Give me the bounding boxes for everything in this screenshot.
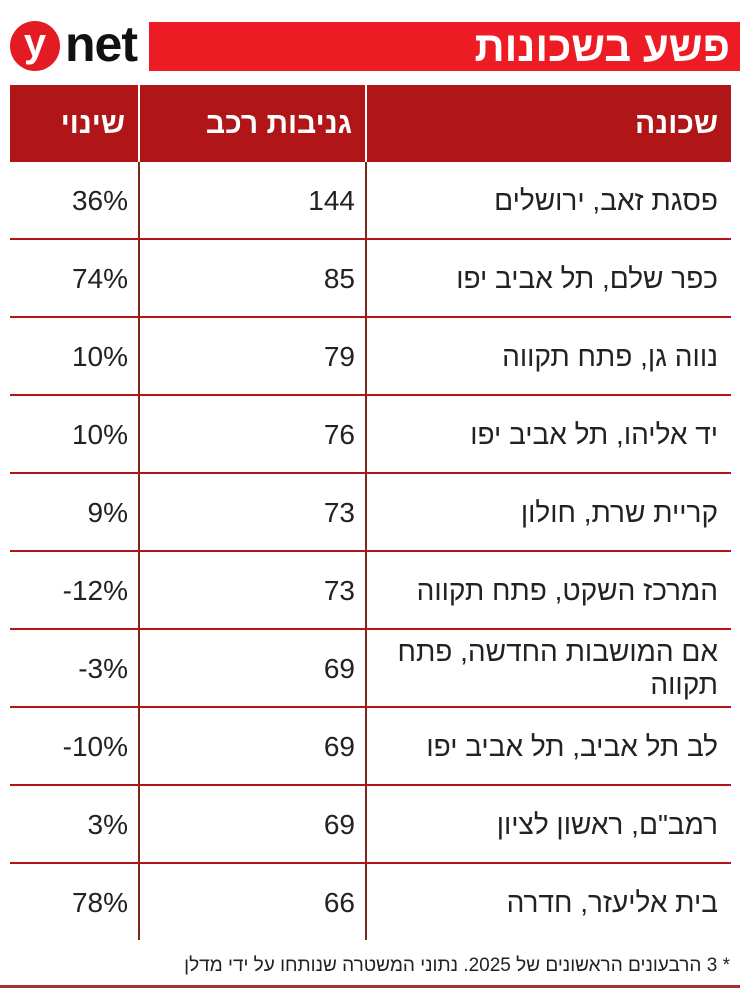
cell-neighborhood: רמב"ם, ראשון לציון <box>366 785 731 864</box>
table-row: קריית שרת, חולון 73 9% <box>10 473 731 552</box>
table-row: יד אליהו, תל אביב יפו 76 10% <box>10 395 731 474</box>
footnote: * 3 הרבעונים הראשונים של 2025. נתוני המש… <box>184 955 730 976</box>
cell-car-thefts: 76 <box>139 395 367 474</box>
cell-car-thefts: 69 <box>139 629 367 708</box>
cell-change: 10% <box>10 395 140 474</box>
table-header-row: שכונה גניבות רכב שינוי <box>10 85 731 162</box>
title-bar: פשע בשכונות <box>149 22 740 71</box>
table-row: אם המושבות החדשה, פתח תקווה 69 -3% <box>10 629 731 708</box>
cell-change: 36% <box>10 162 140 240</box>
table-row: נווה גן, פתח תקווה 79 10% <box>10 317 731 396</box>
header-car-thefts: גניבות רכב <box>138 85 366 162</box>
cell-change: 3% <box>10 785 140 864</box>
table-row: פסגת זאב, ירושלים 144 36% <box>10 162 731 240</box>
cell-neighborhood: כפר שלם, תל אביב יפו <box>366 239 731 318</box>
cell-neighborhood: אם המושבות החדשה, פתח תקווה <box>366 629 731 708</box>
crime-table: שכונה גניבות רכב שינוי פסגת זאב, ירושלים… <box>10 85 731 940</box>
cell-change: -12% <box>10 551 140 630</box>
table-row: בית אליעזר, חדרה 66 78% <box>10 863 731 940</box>
cell-neighborhood: פסגת זאב, ירושלים <box>366 162 731 240</box>
cell-car-thefts: 73 <box>139 551 367 630</box>
cell-change: 78% <box>10 863 140 940</box>
bottom-divider <box>0 985 740 988</box>
cell-change: -3% <box>10 629 140 708</box>
cell-neighborhood: נווה גן, פתח תקווה <box>366 317 731 396</box>
cell-neighborhood: המרכז השקט, פתח תקווה <box>366 551 731 630</box>
ynet-logo: y net <box>10 16 140 73</box>
cell-change: -10% <box>10 707 140 786</box>
cell-change: 9% <box>10 473 140 552</box>
table-row: כפר שלם, תל אביב יפו 85 74% <box>10 239 731 318</box>
cell-neighborhood: לב תל אביב, תל אביב יפו <box>366 707 731 786</box>
cell-car-thefts: 79 <box>139 317 367 396</box>
cell-neighborhood: יד אליהו, תל אביב יפו <box>366 395 731 474</box>
cell-car-thefts: 144 <box>139 162 367 240</box>
table-row: המרכז השקט, פתח תקווה 73 -12% <box>10 551 731 630</box>
header-change: שינוי <box>10 85 139 162</box>
logo-y-circle: y <box>10 21 60 71</box>
page-title: פשע בשכונות <box>474 23 730 70</box>
cell-change: 74% <box>10 239 140 318</box>
header-neighborhood: שכונה <box>365 85 731 162</box>
cell-neighborhood: בית אליעזר, חדרה <box>506 886 718 918</box>
cell-car-thefts: 69 <box>139 707 367 786</box>
cell-car-thefts: 73 <box>139 473 367 552</box>
table-row: רמב"ם, ראשון לציון 69 3% <box>10 785 731 864</box>
cell-car-thefts: 66 <box>139 863 367 940</box>
cell-car-thefts: 85 <box>139 239 367 318</box>
table-row: לב תל אביב, תל אביב יפו 69 -10% <box>10 707 731 786</box>
cell-neighborhood: קריית שרת, חולון <box>366 473 731 552</box>
cell-change: 10% <box>10 317 140 396</box>
logo-net-text: net <box>65 16 138 72</box>
cell-car-thefts: 69 <box>139 785 367 864</box>
